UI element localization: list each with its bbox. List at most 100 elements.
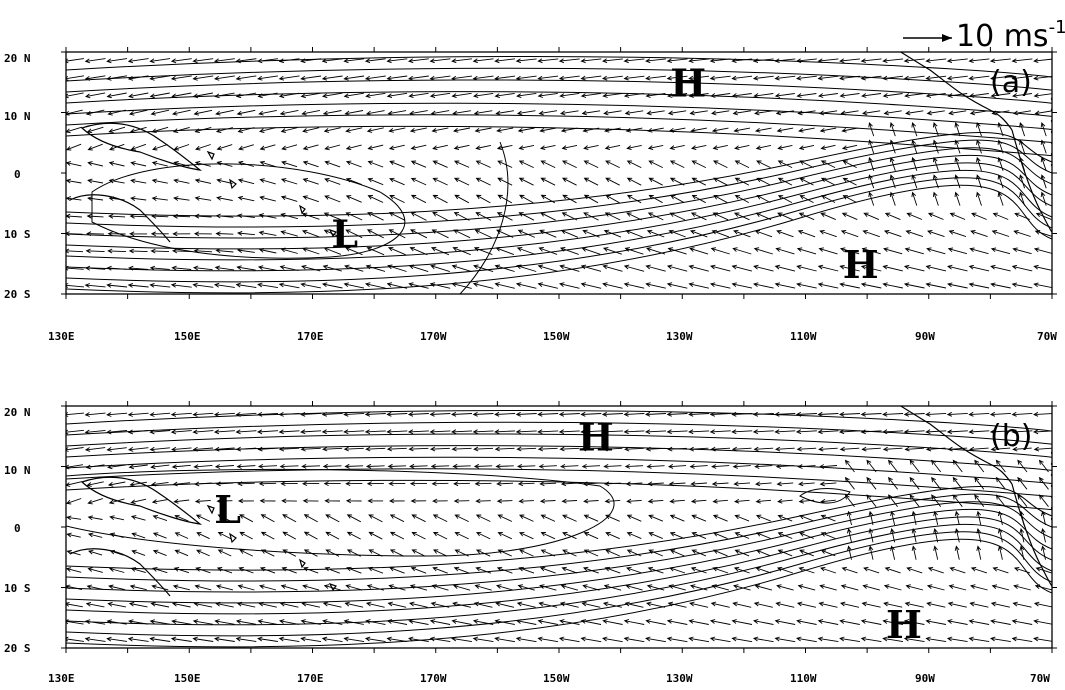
wind-vector xyxy=(151,196,168,201)
wind-vector xyxy=(473,246,493,256)
isobar xyxy=(66,456,1052,499)
wind-vector xyxy=(364,636,386,643)
wind-vector xyxy=(235,619,257,625)
wind-vector xyxy=(325,531,340,540)
wind-vector xyxy=(281,566,297,574)
wind-vector xyxy=(997,510,1003,526)
wind-vector xyxy=(322,92,343,99)
wind-vector xyxy=(430,601,450,608)
wind-vector xyxy=(604,498,621,504)
wind-vector xyxy=(799,514,814,522)
wind-vector xyxy=(911,545,917,560)
wind-vector xyxy=(712,532,728,540)
wind-vector xyxy=(796,264,817,272)
wind-vector xyxy=(602,601,622,608)
wind-vector xyxy=(325,549,340,557)
wind-vector xyxy=(192,265,213,271)
wind-vector xyxy=(755,212,772,221)
wind-vector xyxy=(840,229,859,238)
wind-vector xyxy=(925,75,947,81)
wind-vector xyxy=(819,481,837,487)
wind-vector xyxy=(841,566,858,574)
wind-vector xyxy=(494,75,516,81)
wind-vector xyxy=(194,498,211,504)
wind-vector xyxy=(431,584,449,591)
wind-vector xyxy=(389,195,405,204)
wind-vector xyxy=(868,545,874,560)
wind-vector xyxy=(839,264,860,272)
wind-vector xyxy=(817,411,839,417)
wind-vector xyxy=(540,532,556,540)
wind-vector xyxy=(303,566,319,574)
wind-vector xyxy=(932,139,939,154)
wind-vector xyxy=(689,464,708,469)
wind-vector xyxy=(645,58,666,64)
wind-vector xyxy=(666,411,688,417)
wind-vector xyxy=(453,481,470,487)
panel-a-frame xyxy=(65,51,1053,295)
wind-vector xyxy=(282,514,297,523)
wind-vector xyxy=(108,498,125,505)
wind-vector xyxy=(866,494,877,507)
wind-vector xyxy=(66,447,84,452)
coastline xyxy=(206,504,215,515)
wind-vector xyxy=(583,532,599,540)
wind-vector xyxy=(152,514,168,522)
wind-vector xyxy=(626,212,642,221)
wind-vector xyxy=(818,93,838,98)
wind-vector xyxy=(66,213,82,219)
wind-vector xyxy=(668,584,686,591)
wind-vector xyxy=(496,566,513,574)
wind-vector xyxy=(152,567,168,574)
wind-vector xyxy=(731,619,753,625)
wind-vector xyxy=(538,247,558,255)
wind-vector xyxy=(646,601,666,608)
wind-vector xyxy=(1033,619,1052,625)
wind-vector xyxy=(947,282,968,289)
wind-vector xyxy=(66,549,81,556)
wind-vector xyxy=(954,510,960,526)
wind-vector xyxy=(732,247,752,255)
wind-vector xyxy=(731,264,753,272)
wind-vector xyxy=(1033,75,1052,81)
wind-vector xyxy=(344,463,364,469)
high-pressure-center: H xyxy=(843,242,879,287)
isobar xyxy=(66,102,1052,145)
wind-vector xyxy=(887,459,898,473)
wind-vector xyxy=(604,144,621,151)
wind-vector xyxy=(623,58,645,64)
wind-vector xyxy=(796,619,817,625)
wind-vector xyxy=(1012,247,1032,255)
wind-vector xyxy=(925,264,947,272)
wind-vector xyxy=(666,264,688,272)
y-tick-label: 20 S xyxy=(4,642,31,655)
wind-vector xyxy=(302,160,319,168)
wind-vector xyxy=(602,636,623,643)
wind-vector xyxy=(472,636,494,643)
wind-vector xyxy=(388,127,406,133)
wind-vector xyxy=(904,247,924,255)
wind-vector xyxy=(128,109,148,116)
wind-vector xyxy=(238,144,254,151)
wind-vector xyxy=(173,499,190,504)
wind-vector xyxy=(644,411,667,417)
wind-vector xyxy=(539,229,557,238)
wind-vector xyxy=(968,619,990,625)
wind-vector xyxy=(106,619,127,625)
wind-vector xyxy=(235,282,257,288)
wind-vector xyxy=(389,160,405,168)
wind-vector xyxy=(323,212,341,221)
wind-vector xyxy=(278,58,300,64)
wind-vector xyxy=(839,619,860,625)
isobar xyxy=(66,79,1052,123)
wind-vector xyxy=(796,93,817,98)
y-tick-label: 20 S xyxy=(4,288,31,301)
wind-vector xyxy=(1012,601,1032,608)
x-tick-label: 170W xyxy=(420,672,447,685)
wind-vector xyxy=(884,212,901,221)
wind-vector xyxy=(1019,191,1026,206)
wind-vector xyxy=(367,177,384,186)
wind-vector xyxy=(172,584,190,591)
wind-vector xyxy=(952,459,963,473)
y-tick-label: 10 N xyxy=(4,110,31,123)
